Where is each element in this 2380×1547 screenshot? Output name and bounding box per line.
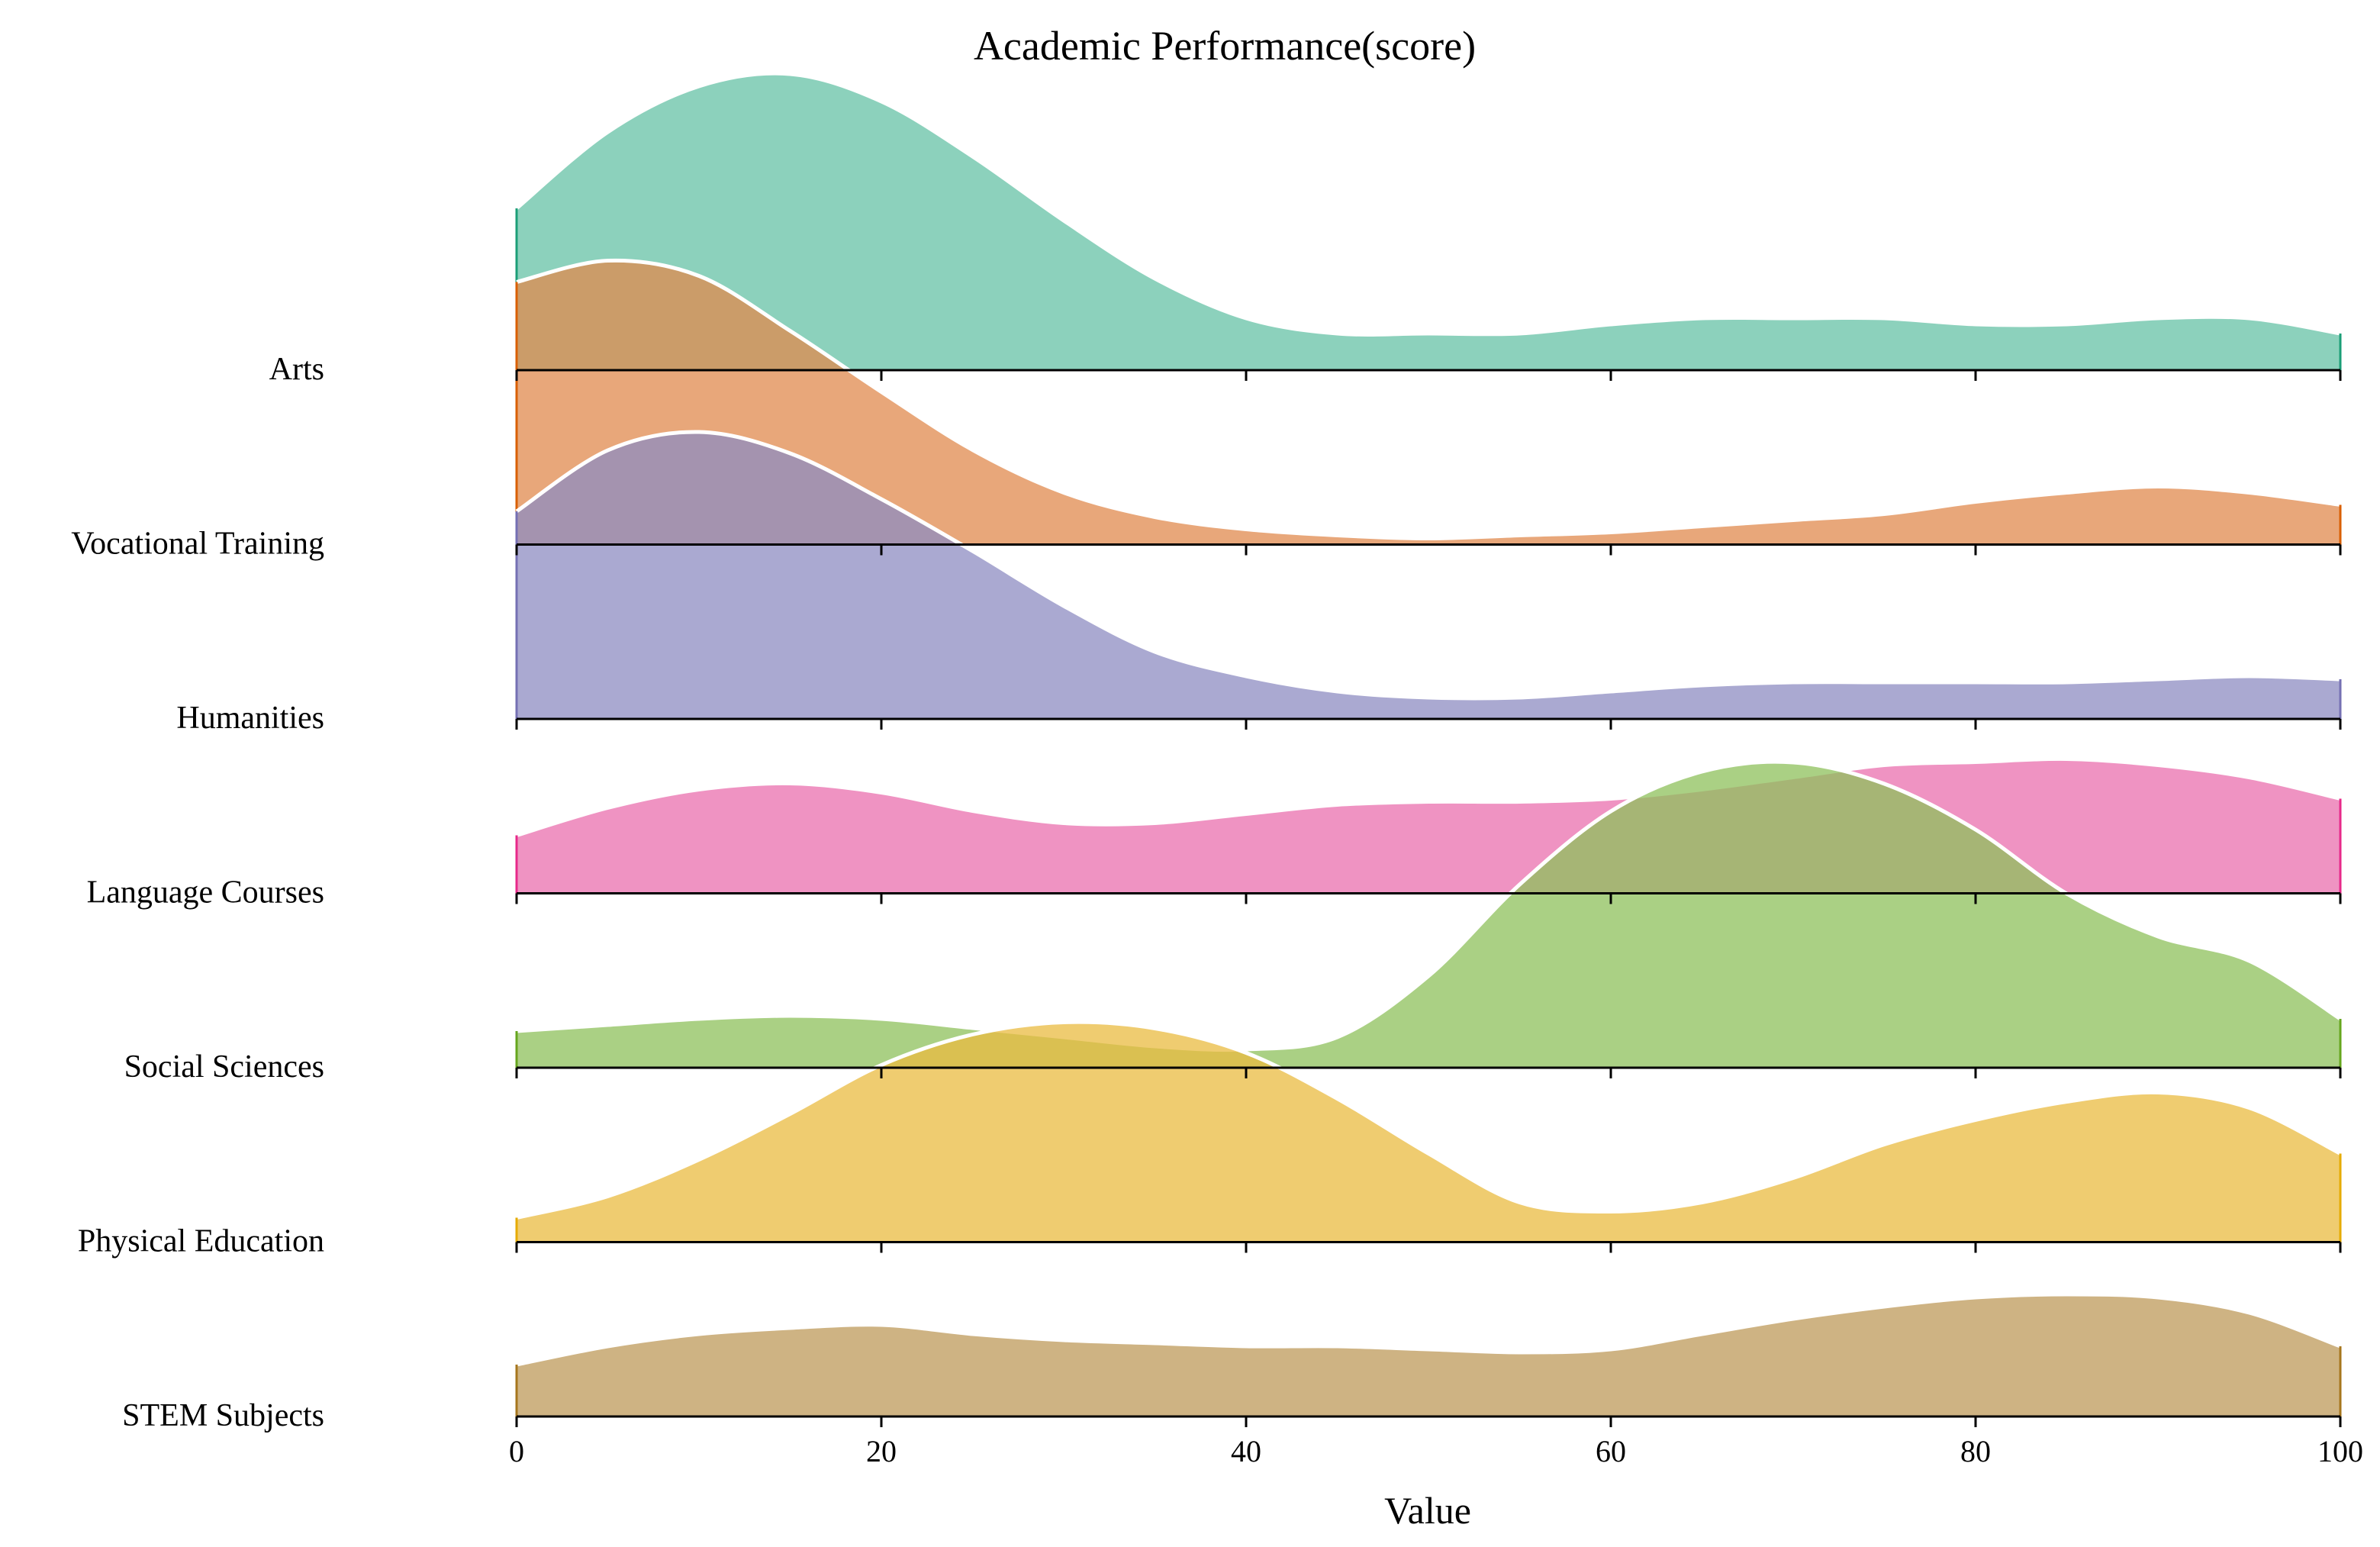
row-label-social-sciences: Social Sciences [124, 1049, 324, 1085]
ridge-outline-social-sciences [516, 759, 2342, 1052]
ridge-outline-vocational-training [516, 258, 2341, 541]
ridge-area-stem-subjects [517, 1294, 2340, 1416]
x-tick-label: 0 [509, 1434, 524, 1468]
ridge-area-vocational-training [517, 260, 2340, 545]
ridge-outline-humanities [515, 430, 2341, 701]
ridge-area-arts [517, 73, 2340, 371]
ridges-layer [515, 71, 2342, 1416]
x-tick-label: 100 [2317, 1434, 2363, 1468]
chart-title: Academic Performance(score) [974, 23, 1476, 69]
row-labels: Arts Vocational Training Humanities Languag… [71, 352, 324, 1433]
row-label-language-courses: Language Courses [87, 875, 324, 910]
row-label-arts: Arts [269, 352, 324, 387]
row-label-physical-education: Physical Education [78, 1224, 324, 1259]
x-axis-label: Value [1384, 1489, 1471, 1532]
ridge-area-physical-education [517, 1022, 2340, 1242]
row-label-vocational-training: Vocational Training [71, 527, 324, 562]
x-tick-label: 60 [1596, 1434, 1626, 1468]
row-label-humanities: Humanities [176, 701, 324, 736]
x-axis-ticks: 0 20 40 60 80 100 [509, 1434, 2363, 1468]
ridge-area-humanities [517, 431, 2340, 719]
ridge-area-language-courses [517, 759, 2340, 894]
ridge-outline-language-courses [516, 756, 2341, 837]
axes-layer [515, 369, 2342, 1427]
x-tick-label: 40 [1231, 1434, 1261, 1468]
ridge-area-social-sciences [517, 762, 2340, 1068]
x-tick-label: 80 [1960, 1434, 1991, 1468]
x-tick-label: 20 [866, 1434, 897, 1468]
ridge-outline-arts [515, 71, 2341, 337]
row-label-stem-subjects: STEM Subjects [122, 1398, 324, 1433]
ridge-outline-physical-education [516, 1020, 2342, 1220]
ridge-outline-stem-subjects [516, 1292, 2341, 1367]
